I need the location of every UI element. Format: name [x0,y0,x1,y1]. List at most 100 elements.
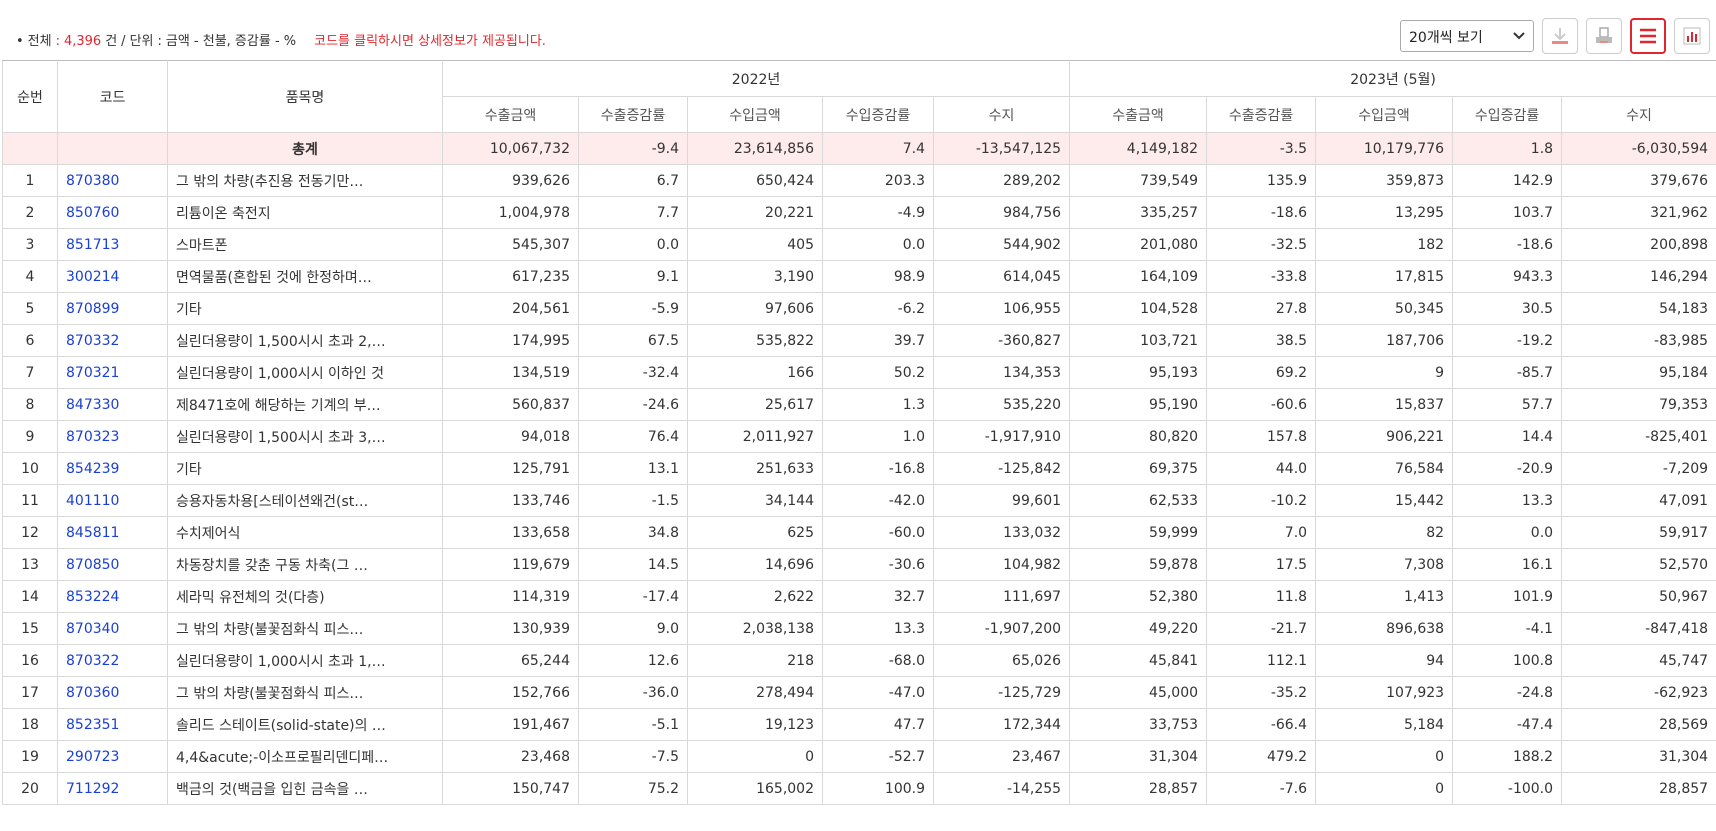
total-value: 10,179,776 [1315,132,1454,165]
value: 31,304 [1561,740,1716,773]
value: 14.4 [1452,420,1563,453]
code-link[interactable]: 870323 [66,428,120,445]
value: 289,202 [932,164,1071,197]
code-cell: 870322 [57,644,168,677]
value: -360,827 [932,324,1071,357]
page-size-select[interactable]: 20개씩 보기 [1400,20,1534,52]
rank: 13 [2,548,58,581]
value: 57.7 [1452,388,1563,421]
code-link[interactable]: 870850 [66,556,120,573]
value: 321,962 [1561,196,1716,229]
value: -36.0 [578,676,688,709]
rank: 10 [2,452,58,485]
value: -68.0 [822,644,934,677]
value: 17.5 [1206,548,1317,581]
code-link[interactable]: 854239 [66,460,120,477]
code-link[interactable]: 870321 [66,364,120,381]
value: 23,467 [932,740,1071,773]
code-link[interactable]: 850760 [66,204,120,221]
list-view-button[interactable] [1630,18,1666,54]
value: 28,857 [1561,772,1716,805]
value: 906,221 [1315,420,1454,453]
value: 50,967 [1561,580,1716,613]
code-link[interactable]: 853224 [66,588,120,605]
code-link[interactable]: 870340 [66,620,120,637]
value: 146,294 [1561,260,1716,293]
value: 94 [1315,644,1454,677]
code-link[interactable]: 870322 [66,652,120,669]
value: 16.1 [1452,548,1563,581]
value: -4.9 [822,196,934,229]
data-row: 2 850760 리튬이온 축전지 1,004,978 7.7 20,221 -4.9 984… [2,196,1716,229]
value: -125,842 [932,452,1071,485]
value: -24.8 [1452,676,1563,709]
value: 28,857 [1069,772,1208,805]
value: 34.8 [578,516,688,549]
download-button[interactable] [1542,18,1578,54]
rank: 1 [2,164,58,197]
column-header: 품목명 [167,60,443,133]
code-link[interactable]: 711292 [66,780,120,797]
data-row: 6 870332 실린더용량이 1,500시시 초과 2,… 174,995 67.5 5… [2,324,1716,357]
value: 30.5 [1452,292,1563,325]
value: 650,424 [687,164,823,197]
item-name: 면역물품(혼합된 것에 한정하며… [167,260,443,293]
code-link[interactable]: 870360 [66,684,120,701]
value: -35.2 [1206,676,1317,709]
value: 104,528 [1069,292,1208,325]
code-link[interactable]: 401110 [66,492,120,509]
value: -83,985 [1561,324,1716,357]
value: 984,756 [932,196,1071,229]
code-cell: 850760 [57,196,168,229]
value: 739,549 [1069,164,1208,197]
print-button[interactable] [1586,18,1622,54]
data-row: 4 300214 면역물품(혼합된 것에 한정하며… 617,235 9.1 3,190 9… [2,260,1716,293]
rank: 17 [2,676,58,709]
code-link[interactable]: 845811 [66,524,120,541]
rank: 14 [2,580,58,613]
total-value: 4,149,182 [1069,132,1208,165]
code-cell: 870321 [57,356,168,389]
code-link[interactable]: 852351 [66,716,120,733]
code-link[interactable]: 870332 [66,332,120,349]
value: 125,791 [442,452,579,485]
data-row: 3 851713 스마트폰 545,307 0.0 405 0.0 544,902 201,08… [2,228,1716,261]
value: 152,766 [442,676,579,709]
code-cell: 851713 [57,228,168,261]
value: -1.5 [578,484,688,517]
column-header: 수지 [932,96,1071,133]
code-cell: 401110 [57,484,168,517]
value: 0 [1315,772,1454,805]
code-link[interactable]: 870899 [66,300,120,317]
rank: 15 [2,612,58,645]
code-cell: 870360 [57,676,168,709]
value: -4.1 [1452,612,1563,645]
data-row: 5 870899 기타 204,561 -5.9 97,606 -6.2 106,955 104… [2,292,1716,325]
colon: : [55,34,60,49]
value: 111,697 [932,580,1071,613]
chart-view-button[interactable] [1674,18,1710,54]
code-cell: 847330 [57,388,168,421]
column-header: 수출증감률 [578,96,688,133]
value: 535,220 [932,388,1071,421]
code-link[interactable]: 870380 [66,172,120,189]
value: 95,190 [1069,388,1208,421]
value: 535,822 [687,324,823,357]
item-name: 기타 [167,452,443,485]
code-link[interactable]: 290723 [66,748,120,765]
value: 33,753 [1069,708,1208,741]
value: 2,622 [687,580,823,613]
value: -42.0 [822,484,934,517]
code-link[interactable]: 300214 [66,268,120,285]
code-cell: 870332 [57,324,168,357]
table-head: 순번 코드 품목명 2022년 2023년 (5월) 수출금액 수출증감률 수입금액 수입증감… [2,60,1716,133]
item-name: 그 밖의 차량(추진용 전동기만… [167,164,443,197]
code-link[interactable]: 851713 [66,236,120,253]
code-link[interactable]: 847330 [66,396,120,413]
value: 103,721 [1069,324,1208,357]
value: 142.9 [1452,164,1563,197]
item-name: 백금의 것(백금을 입힌 금속을 … [167,772,443,805]
value: 45,841 [1069,644,1208,677]
